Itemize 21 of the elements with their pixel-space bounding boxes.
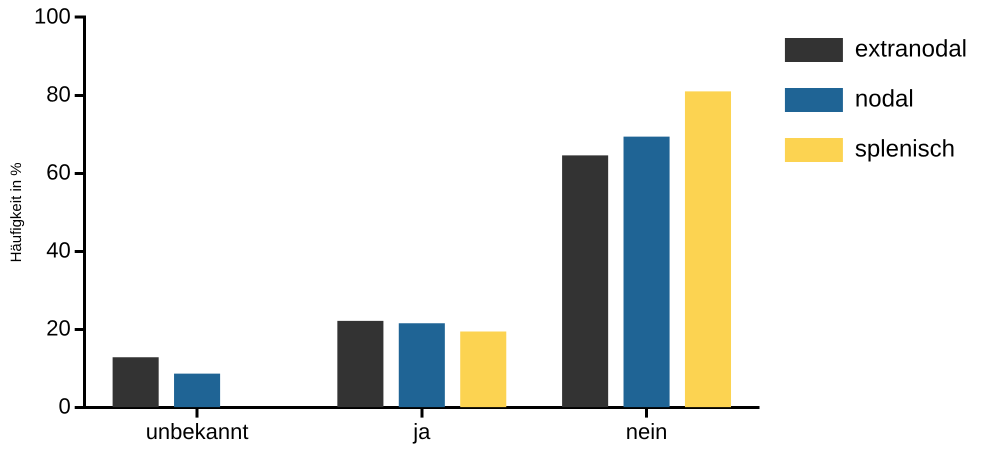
bar xyxy=(174,374,220,408)
y-tick-label: 0 xyxy=(58,394,71,419)
bar xyxy=(684,91,732,408)
y-tick-label: 80 xyxy=(46,81,71,106)
x-tick-label: ja xyxy=(412,418,432,444)
bar xyxy=(337,320,384,408)
x-tick-label: unbekannt xyxy=(146,418,248,444)
bar xyxy=(112,357,159,408)
bar xyxy=(398,323,445,408)
y-tick-label: 60 xyxy=(46,159,71,184)
legend-label: nodal xyxy=(854,86,914,113)
y-axis-title: Häufigkeit in % xyxy=(8,162,26,262)
bar xyxy=(562,155,608,408)
y-tick-label: 40 xyxy=(46,238,71,263)
legend-label: splenisch xyxy=(854,136,955,163)
y-tick-label: 100 xyxy=(34,3,71,28)
y-tick-label: 20 xyxy=(46,316,71,341)
bar xyxy=(624,136,670,408)
bar xyxy=(460,331,506,408)
x-tick-label: nein xyxy=(626,418,668,444)
legend-label: extranodal xyxy=(854,36,967,63)
